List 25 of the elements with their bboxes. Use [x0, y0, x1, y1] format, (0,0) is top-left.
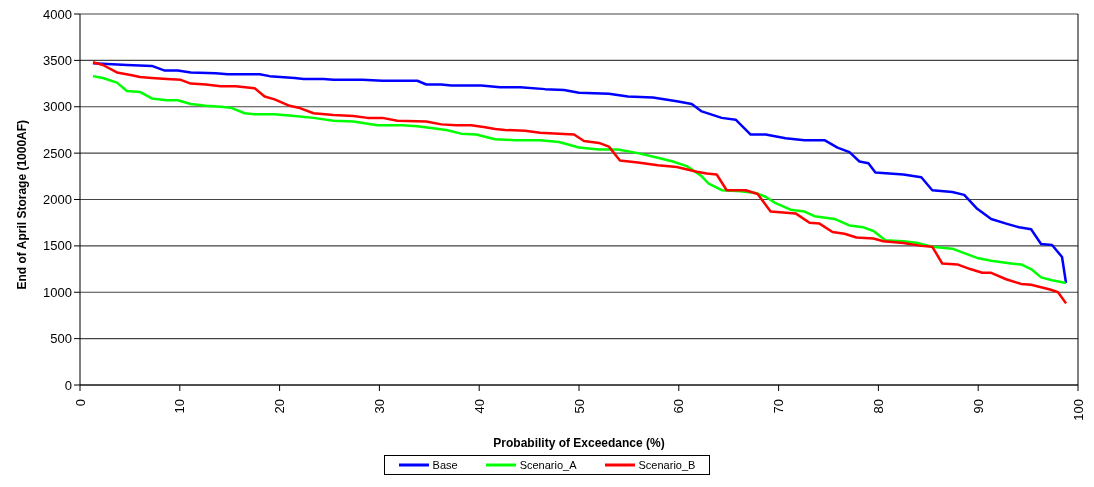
- y-tick-label: 2000: [43, 192, 72, 208]
- x-axis-title: Probability of Exceedance (%): [493, 436, 665, 450]
- y-tick-label: 2500: [43, 145, 72, 161]
- x-tick-label: 20: [272, 399, 288, 414]
- x-tick-label: 40: [471, 399, 487, 414]
- y-axis-title: End of April Storage (1000AF): [15, 119, 30, 290]
- y-tick-label: 3500: [43, 52, 72, 68]
- y-tick-label: 3000: [43, 99, 72, 115]
- x-tick-label: 70: [771, 399, 787, 414]
- x-tick-label: 60: [671, 399, 687, 414]
- legend-label: Scenario_B: [638, 459, 696, 471]
- y-tick-label: 1000: [43, 284, 72, 300]
- x-tick-label: 50: [571, 399, 587, 414]
- y-tick-label: 500: [50, 331, 72, 347]
- x-tick-label: 80: [870, 399, 886, 414]
- x-tick-label: 10: [172, 399, 188, 414]
- x-tick-label: 90: [970, 399, 986, 414]
- y-tick-label: 4000: [43, 6, 72, 22]
- y-tick-label: 0: [64, 377, 72, 393]
- x-tick-label: 0: [72, 399, 88, 407]
- y-tick-label: 1500: [43, 238, 72, 254]
- legend-label: Scenario_A: [519, 459, 577, 471]
- legend-label: Base: [432, 459, 458, 471]
- x-tick-label: 30: [371, 399, 387, 414]
- x-tick-label: 100: [1070, 399, 1086, 421]
